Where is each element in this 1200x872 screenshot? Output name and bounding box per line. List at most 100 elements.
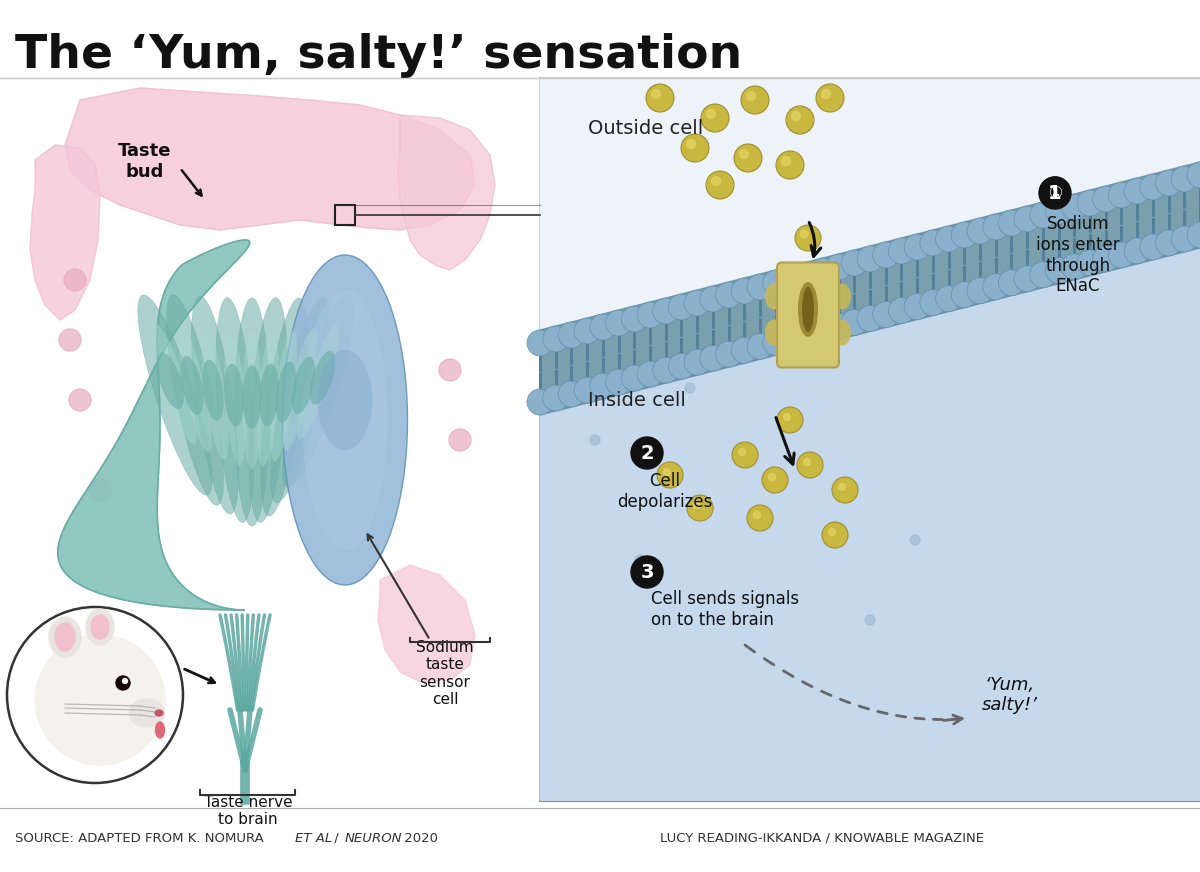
- Ellipse shape: [298, 325, 338, 439]
- Circle shape: [1045, 198, 1072, 224]
- FancyBboxPatch shape: [778, 262, 839, 367]
- Bar: [335, 205, 355, 225]
- Ellipse shape: [271, 330, 298, 461]
- Circle shape: [653, 358, 679, 383]
- Circle shape: [1124, 238, 1150, 264]
- Circle shape: [715, 282, 742, 308]
- Ellipse shape: [192, 296, 239, 514]
- Text: 2020: 2020: [400, 832, 438, 844]
- Circle shape: [653, 298, 679, 324]
- Text: Taste nerve
to brain: Taste nerve to brain: [204, 795, 293, 828]
- Circle shape: [967, 277, 994, 303]
- Circle shape: [1040, 177, 1070, 207]
- Ellipse shape: [292, 357, 316, 414]
- Circle shape: [763, 270, 788, 296]
- Circle shape: [1030, 262, 1056, 288]
- Text: SOURCE: ADAPTED FROM K. NOMURA: SOURCE: ADAPTED FROM K. NOMURA: [14, 832, 268, 844]
- Ellipse shape: [833, 283, 851, 310]
- Text: Cell sends signals
on to the brain: Cell sends signals on to the brain: [650, 590, 799, 629]
- Circle shape: [746, 274, 773, 300]
- Ellipse shape: [276, 362, 296, 423]
- Circle shape: [682, 134, 709, 162]
- Circle shape: [631, 437, 662, 469]
- Ellipse shape: [155, 710, 163, 716]
- Circle shape: [839, 483, 846, 490]
- Ellipse shape: [260, 298, 307, 516]
- Ellipse shape: [35, 635, 166, 765]
- Circle shape: [731, 337, 757, 364]
- Text: Inside cell: Inside cell: [588, 391, 686, 410]
- Ellipse shape: [242, 332, 262, 469]
- Text: 3: 3: [641, 562, 654, 582]
- Ellipse shape: [180, 356, 204, 415]
- Ellipse shape: [179, 326, 211, 453]
- Circle shape: [1014, 266, 1040, 292]
- Circle shape: [797, 452, 823, 478]
- Circle shape: [732, 442, 758, 468]
- Circle shape: [792, 112, 800, 120]
- Polygon shape: [30, 145, 100, 320]
- Circle shape: [746, 333, 773, 359]
- Circle shape: [828, 528, 835, 535]
- Circle shape: [652, 90, 660, 99]
- Circle shape: [1039, 177, 1072, 209]
- Circle shape: [558, 322, 584, 348]
- Circle shape: [872, 302, 899, 328]
- Ellipse shape: [248, 297, 287, 522]
- Circle shape: [746, 505, 773, 531]
- Circle shape: [952, 222, 977, 248]
- Ellipse shape: [259, 364, 278, 426]
- Circle shape: [590, 373, 616, 399]
- Ellipse shape: [798, 282, 818, 337]
- Circle shape: [786, 106, 814, 134]
- Ellipse shape: [55, 623, 74, 651]
- Circle shape: [872, 242, 899, 268]
- Circle shape: [768, 473, 775, 480]
- Ellipse shape: [138, 295, 212, 495]
- Text: ET AL: ET AL: [295, 832, 332, 844]
- Circle shape: [816, 84, 844, 112]
- Circle shape: [857, 246, 883, 272]
- Text: Sodium
taste
sensor
cell: Sodium taste sensor cell: [416, 640, 474, 707]
- Text: Taste
bud: Taste bud: [119, 142, 172, 181]
- Text: Sodium
ions enter
through
ENaC: Sodium ions enter through ENaC: [1036, 215, 1120, 296]
- Circle shape: [685, 383, 695, 393]
- Circle shape: [527, 389, 553, 415]
- Circle shape: [910, 535, 920, 545]
- Ellipse shape: [283, 296, 353, 487]
- Circle shape: [637, 361, 662, 387]
- Circle shape: [64, 269, 86, 291]
- Circle shape: [1014, 206, 1040, 232]
- Circle shape: [706, 171, 734, 199]
- Circle shape: [1140, 174, 1166, 200]
- Polygon shape: [65, 88, 475, 230]
- Polygon shape: [398, 115, 496, 270]
- Circle shape: [794, 262, 820, 288]
- Circle shape: [1156, 230, 1182, 256]
- Circle shape: [1109, 242, 1134, 268]
- Polygon shape: [540, 248, 1200, 800]
- Circle shape: [542, 385, 569, 411]
- Circle shape: [738, 448, 745, 455]
- Ellipse shape: [283, 328, 317, 451]
- Circle shape: [122, 678, 127, 684]
- Circle shape: [731, 278, 757, 304]
- Ellipse shape: [216, 297, 254, 522]
- Circle shape: [1156, 170, 1182, 196]
- Circle shape: [952, 282, 977, 308]
- Circle shape: [841, 310, 868, 336]
- Circle shape: [89, 479, 112, 501]
- Circle shape: [822, 90, 830, 99]
- Circle shape: [684, 290, 710, 316]
- Ellipse shape: [224, 331, 246, 467]
- Circle shape: [904, 294, 930, 319]
- Circle shape: [700, 286, 726, 312]
- Circle shape: [558, 381, 584, 407]
- Circle shape: [631, 556, 662, 588]
- Circle shape: [800, 230, 808, 238]
- Circle shape: [59, 329, 82, 351]
- Circle shape: [527, 330, 553, 356]
- Circle shape: [779, 266, 804, 292]
- Circle shape: [1061, 254, 1087, 280]
- Circle shape: [983, 274, 1009, 300]
